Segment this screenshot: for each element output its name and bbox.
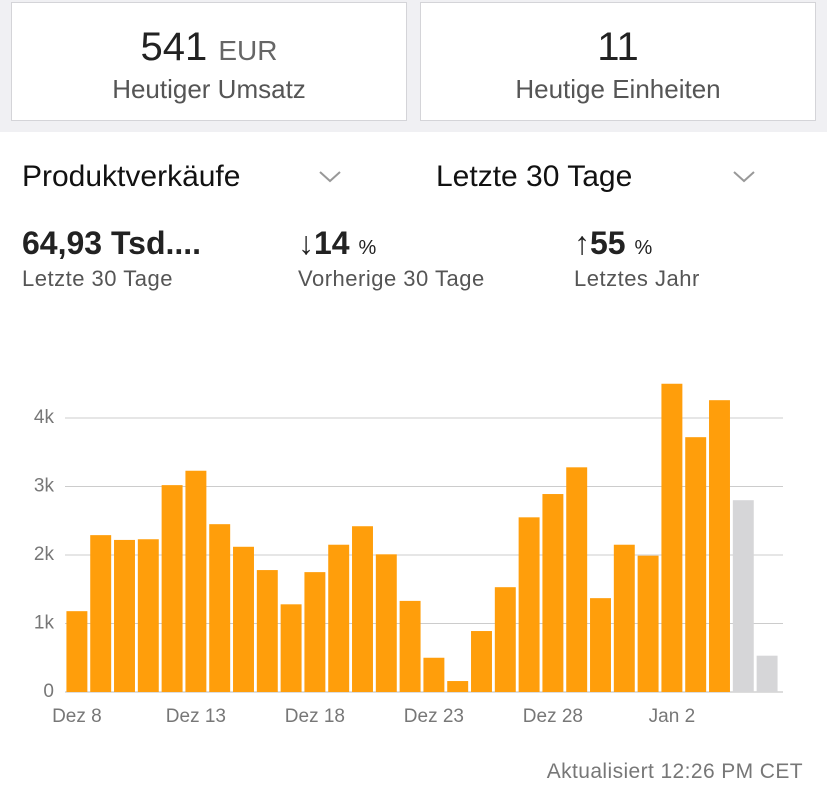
bar bbox=[613, 544, 635, 692]
metric-selector[interactable]: Produktverkäufe bbox=[22, 160, 241, 193]
unit: EUR bbox=[218, 35, 278, 66]
bar bbox=[542, 494, 564, 692]
updated-note: Aktualisiert 12:26 PM CET bbox=[546, 760, 803, 783]
unit: % bbox=[634, 237, 653, 259]
bar bbox=[399, 600, 421, 692]
bar bbox=[685, 437, 707, 692]
bar bbox=[471, 631, 492, 692]
card-label: Heutige Einheiten bbox=[515, 74, 721, 104]
bar bbox=[590, 598, 611, 692]
summary-bar: 541 EUR Heutiger Umsatz 11 Heutige Einhe… bbox=[0, 0, 827, 132]
bar bbox=[90, 535, 112, 692]
value: 55 bbox=[590, 225, 626, 261]
bar bbox=[494, 587, 516, 692]
arrow: ↓ bbox=[298, 225, 314, 261]
card-value: 11 bbox=[597, 25, 639, 69]
bar bbox=[185, 470, 207, 692]
bar bbox=[732, 500, 754, 692]
card: 541 EUR Heutiger Umsatz bbox=[11, 2, 407, 121]
bar bbox=[447, 681, 469, 692]
value: 14 bbox=[314, 225, 350, 261]
y-tick-label: 3k bbox=[34, 476, 55, 497]
chevron[interactable] bbox=[318, 170, 342, 184]
card-value: 541 EUR bbox=[12, 25, 406, 70]
y-tick-label: 1k bbox=[34, 613, 55, 634]
bar bbox=[209, 524, 231, 692]
y-tick-label: 0 bbox=[43, 681, 54, 702]
bar bbox=[304, 572, 326, 692]
bar bbox=[423, 657, 445, 692]
bar bbox=[233, 546, 254, 692]
bar bbox=[566, 467, 588, 692]
x-tick-label: Dez 28 bbox=[523, 706, 583, 727]
stat-label: Letzte 30 Tage bbox=[22, 266, 173, 291]
bar bbox=[661, 383, 683, 692]
bar bbox=[66, 611, 88, 692]
stat-value: ↑55 % bbox=[574, 225, 700, 262]
stat-label: Letztes Jahr bbox=[574, 266, 700, 291]
bar bbox=[375, 554, 397, 692]
bar bbox=[161, 485, 183, 692]
value: 541 bbox=[140, 25, 208, 69]
y-tick-label: 2k bbox=[34, 544, 55, 565]
bar bbox=[280, 604, 302, 692]
x-tick-label: Jan 2 bbox=[649, 706, 695, 727]
stat-value: 64,93 Tsd.... bbox=[22, 225, 202, 261]
stat: 64,93 Tsd.... Letzte 30 Tage bbox=[22, 225, 201, 292]
bar bbox=[637, 555, 659, 692]
x-tick-label: Dez 18 bbox=[285, 706, 345, 727]
bar bbox=[256, 570, 278, 692]
stat-label: Vorherige 30 Tage bbox=[298, 266, 485, 291]
card: 11 Heutige Einheiten bbox=[420, 2, 816, 121]
chevron[interactable] bbox=[732, 170, 756, 184]
x-tick-label: Dez 13 bbox=[166, 706, 226, 727]
bar bbox=[518, 517, 540, 692]
y-tick-label: 4k bbox=[34, 407, 55, 428]
bar bbox=[352, 526, 373, 692]
period-selector[interactable]: Letzte 30 Tage bbox=[436, 160, 633, 193]
stat-value: ↓14 % bbox=[298, 225, 485, 262]
bar bbox=[137, 539, 159, 692]
stat: ↓14 % Vorherige 30 Tage bbox=[298, 225, 485, 292]
stat: ↑55 % Letztes Jahr bbox=[574, 225, 700, 292]
arrow: ↑ bbox=[574, 225, 590, 261]
bar bbox=[114, 539, 135, 692]
chart: 0 1k 2k 3k 4k Dez 8 Dez 13 Dez 18 Dez 23 Dez 28 Ja… bbox=[34, 383, 783, 727]
x-tick-label: Dez 23 bbox=[404, 706, 464, 727]
bar bbox=[709, 400, 730, 692]
card-label: Heutiger Umsatz bbox=[112, 74, 306, 104]
bar bbox=[756, 655, 778, 692]
bar bbox=[328, 544, 350, 692]
x-tick-label: Dez 8 bbox=[52, 706, 102, 727]
unit: % bbox=[358, 237, 377, 259]
